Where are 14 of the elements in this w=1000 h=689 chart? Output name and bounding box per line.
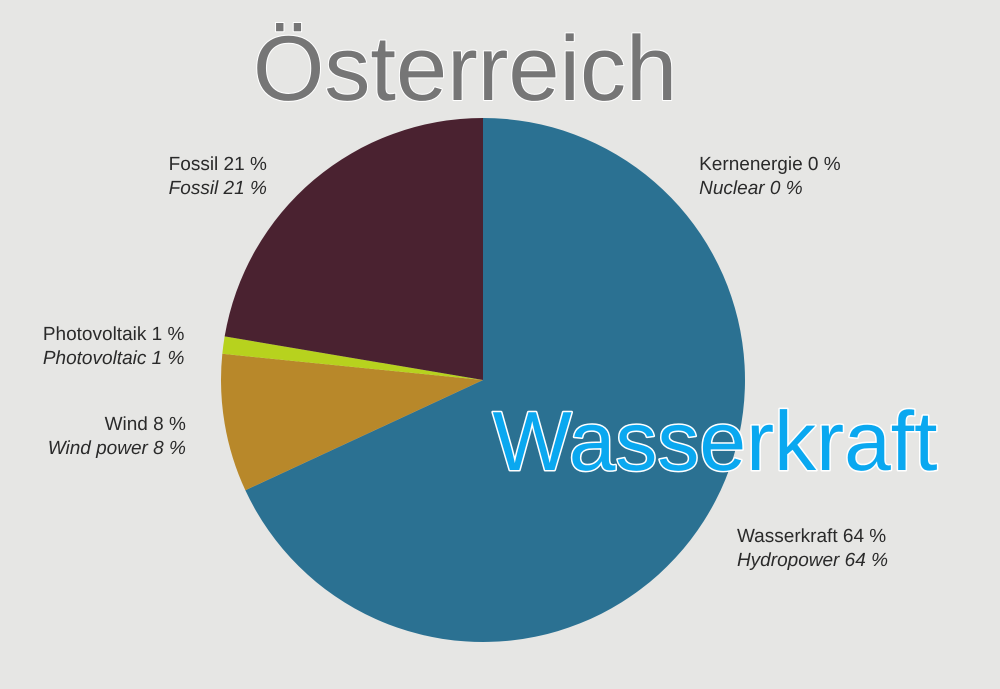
text: Photovoltaic 1 % <box>42 348 184 369</box>
text: Nuclear 0 % <box>699 178 803 200</box>
slice-label: Fossil 21 % <box>168 178 267 200</box>
chart-title: Österreich <box>252 18 678 120</box>
text: Wind power 8 % <box>48 438 186 460</box>
slice-label: Fossil 21 % <box>168 154 267 176</box>
category-label: Wasserkraft 64 % <box>736 526 886 548</box>
text: Hydropower 64 % <box>736 550 888 572</box>
pie-slice <box>224 118 483 380</box>
pie-slice <box>221 354 483 490</box>
slice-label: Photovoltaik 1 % <box>42 324 184 345</box>
slice-label: Wind 8 % <box>104 414 186 436</box>
category-label: Kernenergie 0 % <box>699 154 841 176</box>
pie-slice <box>222 336 483 380</box>
